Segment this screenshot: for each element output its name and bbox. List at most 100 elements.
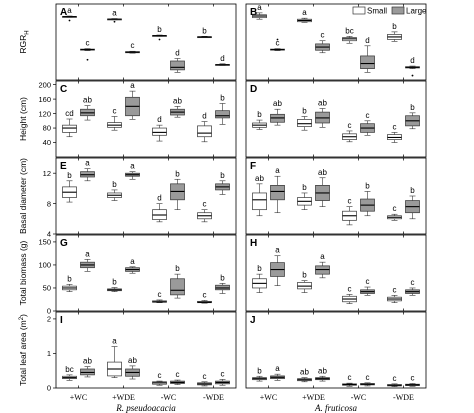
box-large-wde: c [315, 31, 330, 54]
box-small-wde: c [197, 290, 212, 304]
box-large-wde: d [215, 54, 230, 66]
y-tick-label: 2 [47, 315, 51, 324]
significance-letter: c [131, 41, 135, 50]
y-tick-label: 4 [47, 230, 51, 239]
x-tick-label: -WDE [203, 393, 224, 402]
significance-letter: ab [83, 96, 92, 105]
box-large-wde: ab [315, 99, 330, 128]
box-body [197, 125, 212, 138]
box-small-wde: b [297, 106, 312, 131]
box-large-wc: c [270, 38, 285, 51]
box-small-wc: cd [62, 109, 77, 138]
box-large-wde: b [215, 273, 230, 294]
box-small-wc: b [252, 110, 267, 130]
box-large-wde: a [315, 252, 330, 279]
y-tick-label: 12 [43, 169, 51, 178]
y-axis-label: Basal diameter (cm) [18, 158, 28, 234]
significance-letter: b [112, 278, 117, 287]
significance-letter: ab [173, 96, 182, 105]
significance-letter: b [410, 186, 415, 195]
significance-letter: b [220, 93, 225, 102]
significance-letter: a [275, 364, 280, 373]
box-large-wde: b [405, 186, 420, 220]
y-tick-label: 80 [43, 124, 51, 133]
box-small-wc: c [342, 197, 357, 226]
panel-E: E 4 8 12 Basal diameter (cm) b b d c a a b b [18, 157, 237, 239]
box-large-wc: c [360, 111, 375, 136]
legend-item-large: Large [391, 7, 427, 16]
significance-letter: d [410, 56, 414, 65]
y-axis-label: Total biomass (g) [18, 240, 28, 305]
significance-letter: ab [128, 356, 137, 365]
box-large-wc: ab [80, 96, 95, 121]
significance-letter: b [175, 169, 180, 178]
box-small-wc: d [152, 115, 167, 142]
box-large-wde: c [405, 278, 420, 296]
panel-J: Jb ab c c a ab c c [245, 311, 427, 389]
panel-H: Hb b c c a a c c [245, 234, 427, 312]
y-tick-label: 160 [38, 95, 51, 104]
x-tick-label: -WC [161, 393, 177, 402]
significance-letter: c [411, 374, 415, 383]
box-small-wde: a [107, 9, 122, 23]
box-large-wc: d [170, 48, 185, 73]
panel-frame [245, 234, 427, 312]
box-large-wde: c [125, 41, 140, 54]
legend-label: Small [367, 7, 387, 16]
panel-label: D [250, 84, 257, 95]
panel-frame [245, 311, 427, 389]
box-large-wc: a [270, 364, 285, 381]
box-large-wde: a [125, 81, 140, 120]
box-small-wc: b [62, 274, 77, 292]
significance-letter: c [203, 200, 207, 209]
box-body [270, 185, 285, 201]
box-small-wde: c [107, 106, 122, 131]
panel-label: F [250, 161, 256, 172]
panel-frame [55, 234, 237, 312]
box-large-wde: ab [315, 168, 330, 207]
box-small-wde: a [297, 8, 312, 23]
box-small-wc: b [62, 171, 77, 203]
box-large-wc: c [360, 277, 375, 296]
significance-letter: c [176, 370, 180, 379]
box-small-wde: c [387, 122, 402, 143]
significance-letter: b [257, 264, 262, 273]
box-body [360, 55, 375, 69]
box-small-wde: c [387, 285, 402, 304]
box-large-wc: b [170, 169, 185, 210]
significance-letter: c [348, 197, 352, 206]
significance-letter: bc [345, 26, 353, 35]
legend-item-small: Small [352, 6, 387, 16]
box-small-wc: c [342, 121, 357, 143]
significance-letter: c [113, 106, 117, 115]
y-tick-label: 40 [43, 138, 51, 147]
box-small-wde: b [107, 180, 122, 201]
box-large-wc: c [170, 370, 185, 385]
box-large-wc: a [270, 166, 285, 214]
box-small-wde: c [387, 374, 402, 387]
legend-swatch [352, 6, 366, 15]
significance-letter: d [220, 54, 224, 63]
significance-letter: c [203, 290, 207, 299]
significance-letter: c [158, 290, 162, 299]
outlier-point [411, 74, 414, 77]
significance-letter: b [220, 171, 225, 180]
box-body [62, 124, 77, 133]
box-small-wc: b [152, 25, 167, 41]
y-tick-label: 0 [47, 384, 51, 393]
box-large-wc: c [360, 373, 375, 387]
panel-frame [55, 157, 237, 235]
panel-label: I [60, 315, 63, 326]
panel-label: C [60, 84, 67, 95]
panel-frame [55, 80, 237, 158]
panel-frame [55, 311, 237, 389]
significance-letter: b [67, 171, 72, 180]
significance-letter: c [393, 204, 397, 213]
panel-frame [245, 80, 427, 158]
box-small-wde: b [387, 22, 402, 42]
box-small-wc: ab [252, 174, 267, 217]
y-axis-label: RGRH [18, 30, 31, 53]
box-small-wde: b [107, 278, 122, 292]
box-small-wc: c [152, 290, 167, 304]
